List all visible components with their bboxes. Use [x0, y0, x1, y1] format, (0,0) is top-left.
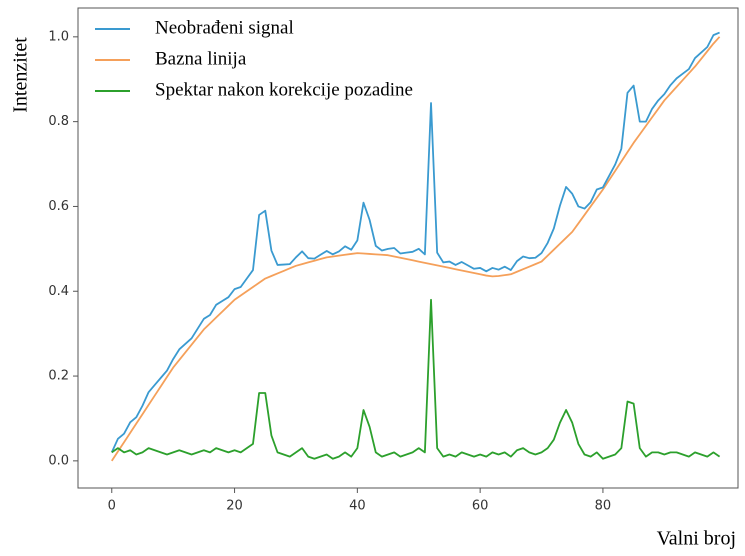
x-tick-label: 40 [349, 499, 366, 514]
y-tick-label: 0.6 [48, 199, 69, 214]
y-tick-label: 0.8 [48, 114, 69, 129]
x-tick-label: 60 [472, 499, 489, 514]
x-tick-label: 0 [108, 499, 116, 514]
x-tick-label: 80 [595, 499, 612, 514]
legend-label: Bazna linija [155, 48, 247, 69]
legend-label: Spektar nakon korekcije pozadine [155, 79, 413, 100]
x-axis-label: Valni broj [657, 528, 736, 550]
x-tick-label: 20 [226, 499, 243, 514]
y-tick-label: 0.4 [48, 284, 69, 299]
y-tick-label: 0.0 [48, 453, 69, 468]
y-tick-label: 1.0 [48, 29, 69, 44]
legend-label: Neobrađeni signal [155, 17, 294, 38]
plot-frame [77, 7, 739, 489]
y-axis-label: Intenzitet [10, 37, 32, 113]
data-line [110, 31, 720, 453]
y-tick-label: 0.2 [48, 369, 69, 384]
data-line [111, 36, 721, 462]
data-line [111, 298, 721, 460]
